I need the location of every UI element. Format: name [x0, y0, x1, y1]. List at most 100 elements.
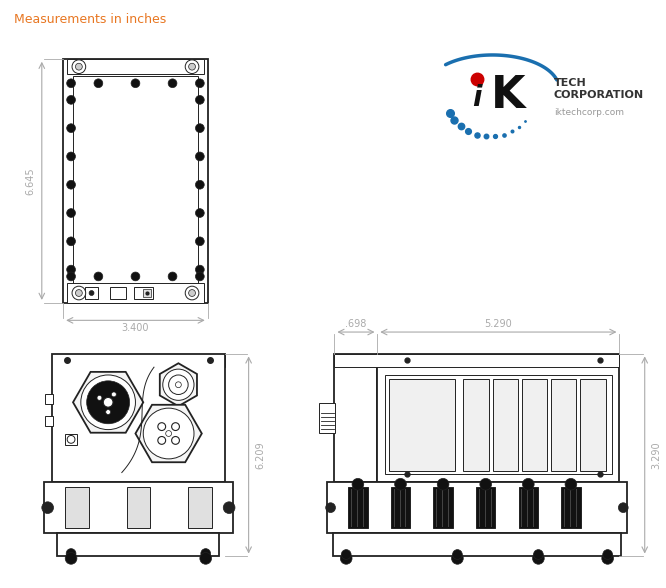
- Bar: [385, 375, 611, 475]
- Circle shape: [438, 479, 449, 490]
- Bar: [348, 487, 368, 528]
- Circle shape: [89, 290, 94, 295]
- Circle shape: [326, 503, 336, 513]
- Circle shape: [131, 272, 140, 281]
- Bar: [188, 487, 212, 528]
- Circle shape: [143, 408, 194, 459]
- Circle shape: [67, 95, 75, 104]
- Circle shape: [163, 369, 194, 400]
- Text: i: i: [472, 84, 482, 112]
- Bar: [553, 383, 575, 467]
- Bar: [143, 289, 151, 297]
- Circle shape: [602, 553, 613, 564]
- Circle shape: [175, 382, 181, 387]
- Circle shape: [522, 479, 534, 490]
- Polygon shape: [135, 405, 202, 462]
- Text: iktechcorp.com: iktechcorp.com: [554, 108, 624, 117]
- Circle shape: [67, 209, 75, 218]
- Bar: [45, 395, 53, 404]
- Circle shape: [185, 60, 199, 74]
- Bar: [334, 353, 619, 367]
- Circle shape: [172, 423, 179, 430]
- Circle shape: [67, 272, 75, 281]
- Bar: [391, 383, 454, 467]
- Circle shape: [603, 550, 613, 559]
- Circle shape: [75, 64, 83, 70]
- Circle shape: [168, 272, 177, 281]
- Circle shape: [81, 375, 135, 430]
- Bar: [73, 76, 198, 285]
- Bar: [561, 487, 581, 528]
- Bar: [63, 59, 208, 303]
- Text: 5.290: 5.290: [484, 319, 512, 329]
- Bar: [332, 533, 621, 556]
- Circle shape: [67, 152, 75, 161]
- Polygon shape: [160, 363, 197, 406]
- Bar: [127, 487, 150, 528]
- Circle shape: [67, 265, 75, 274]
- Circle shape: [75, 290, 83, 296]
- Text: 3.290: 3.290: [651, 441, 661, 469]
- Circle shape: [158, 436, 166, 445]
- Bar: [493, 379, 518, 470]
- Bar: [378, 353, 619, 482]
- Circle shape: [195, 123, 204, 132]
- Circle shape: [72, 60, 86, 74]
- Circle shape: [185, 286, 199, 300]
- Circle shape: [168, 375, 188, 395]
- Circle shape: [87, 381, 130, 424]
- Circle shape: [195, 272, 204, 281]
- Bar: [521, 379, 547, 470]
- Bar: [519, 487, 538, 528]
- Bar: [65, 487, 89, 528]
- Text: Measurements in inches: Measurements in inches: [15, 14, 166, 26]
- Bar: [464, 379, 489, 470]
- Circle shape: [67, 79, 75, 88]
- Circle shape: [195, 95, 204, 104]
- Circle shape: [195, 265, 204, 274]
- Circle shape: [565, 479, 577, 490]
- Text: 3.400: 3.400: [122, 323, 149, 333]
- Bar: [44, 482, 233, 533]
- Bar: [51, 353, 225, 482]
- Circle shape: [111, 392, 117, 397]
- Circle shape: [188, 64, 195, 70]
- Circle shape: [195, 79, 204, 88]
- Circle shape: [97, 395, 102, 400]
- Circle shape: [172, 436, 179, 445]
- Circle shape: [42, 502, 53, 513]
- Circle shape: [195, 152, 204, 161]
- Circle shape: [201, 549, 210, 559]
- Circle shape: [158, 423, 166, 430]
- Circle shape: [195, 237, 204, 246]
- Circle shape: [67, 181, 75, 189]
- Text: 6.209: 6.209: [255, 441, 265, 469]
- Bar: [391, 487, 410, 528]
- Circle shape: [533, 550, 543, 559]
- Bar: [551, 379, 577, 470]
- Bar: [110, 287, 126, 299]
- Bar: [45, 416, 53, 426]
- Circle shape: [341, 550, 351, 559]
- Bar: [582, 383, 604, 467]
- Bar: [494, 383, 516, 467]
- Circle shape: [533, 553, 544, 564]
- Bar: [334, 353, 378, 482]
- Circle shape: [619, 503, 628, 513]
- Bar: [57, 533, 219, 556]
- Circle shape: [106, 410, 111, 415]
- Circle shape: [67, 237, 75, 246]
- Text: 6.645: 6.645: [25, 167, 35, 195]
- Bar: [476, 487, 496, 528]
- Circle shape: [352, 479, 364, 490]
- Circle shape: [72, 286, 86, 300]
- Bar: [67, 283, 204, 303]
- Bar: [389, 379, 456, 470]
- Bar: [65, 433, 77, 445]
- Circle shape: [94, 272, 103, 281]
- Circle shape: [103, 397, 113, 407]
- Bar: [133, 287, 153, 299]
- Circle shape: [223, 502, 235, 513]
- Polygon shape: [73, 372, 143, 433]
- Bar: [319, 403, 336, 433]
